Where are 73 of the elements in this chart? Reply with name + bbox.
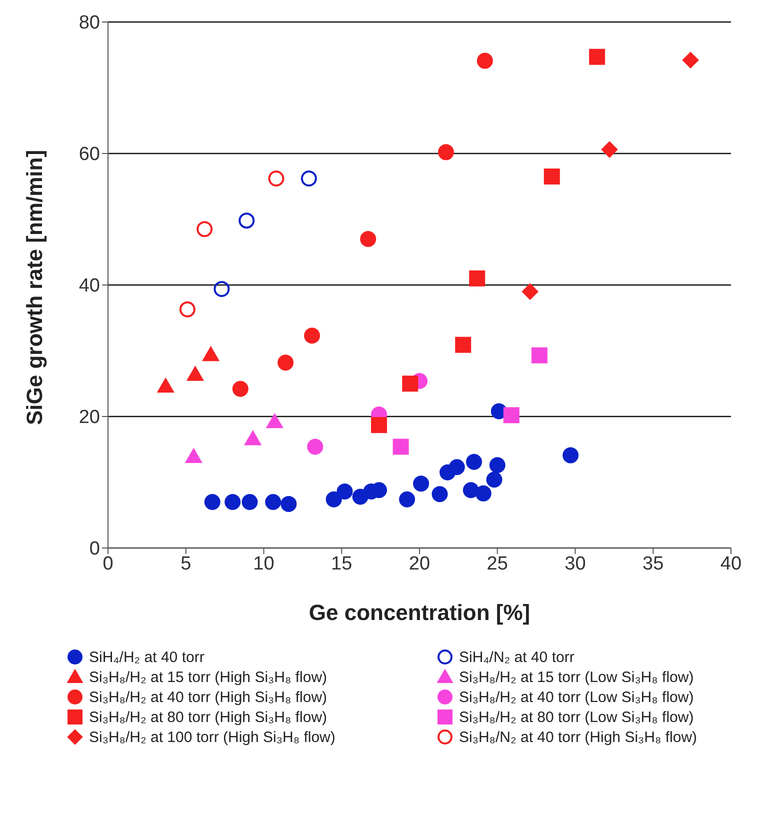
x-tick-label: 20 xyxy=(408,553,430,574)
point xyxy=(448,459,465,476)
legend-label: SiH₄/N₂ at 40 torr xyxy=(459,648,574,666)
x-tick-label: 40 xyxy=(720,553,742,574)
point xyxy=(402,376,418,392)
point xyxy=(242,494,258,510)
y-tick-label: 0 xyxy=(89,538,100,560)
point xyxy=(196,221,213,238)
legend-label: Si₃H₈/N₂ at 40 torr (High Si₃H₈ flow) xyxy=(459,728,698,746)
point xyxy=(238,212,255,229)
point xyxy=(156,377,174,393)
point xyxy=(360,230,376,247)
point xyxy=(503,407,520,424)
point xyxy=(214,280,230,297)
x-tick-label: 35 xyxy=(642,553,664,574)
point xyxy=(326,491,342,508)
point xyxy=(486,472,502,488)
point xyxy=(475,485,492,502)
y-tick-label: 80 xyxy=(78,12,100,34)
point xyxy=(268,170,284,186)
point xyxy=(413,476,430,492)
point xyxy=(522,283,538,300)
point xyxy=(265,494,282,510)
x-tick-label: 25 xyxy=(486,553,508,574)
legend-label: Si₃H₈/H₂ at 15 torr (High Si₃H₈ flow) xyxy=(89,668,328,686)
x-tick-label: 10 xyxy=(253,553,274,574)
point xyxy=(544,168,560,185)
y-axis-title: SiGe growth rate [nm/min] xyxy=(22,150,47,425)
point xyxy=(202,346,220,362)
legend-label: Si₃H₈/H₂ at 40 torr (High Si₃H₈ flow) xyxy=(89,688,328,706)
legend-label: Si₃H₈/H₂ at 40 torr (Low Si₃H₈ flow) xyxy=(459,688,694,706)
x-tick-label: 15 xyxy=(331,553,352,574)
y-tick-label: 60 xyxy=(78,144,100,166)
legend-label: Si₃H₈/H₂ at 80 torr (High Si₃H₈ flow) xyxy=(89,708,328,726)
point xyxy=(438,144,454,160)
point xyxy=(399,491,416,508)
point xyxy=(682,52,699,69)
point xyxy=(476,52,493,69)
point xyxy=(184,448,202,464)
point xyxy=(371,417,388,434)
point xyxy=(244,430,262,446)
y-tick-label: 20 xyxy=(78,407,100,428)
point xyxy=(455,336,472,353)
legend-label: SiH₄/H₂ at 40 torr xyxy=(89,648,204,666)
point xyxy=(304,328,320,344)
point xyxy=(278,354,294,371)
point xyxy=(589,48,606,65)
legend-label: Si₃H₈/H₂ at 100 torr (High Si₃H₈ flow) xyxy=(89,728,336,746)
point xyxy=(186,366,204,381)
x-tick-label: 0 xyxy=(102,553,114,574)
point xyxy=(601,141,618,158)
y-tick-label: 40 xyxy=(78,276,100,297)
point xyxy=(307,438,324,455)
point xyxy=(489,457,506,474)
x-tick-label: 5 xyxy=(180,553,192,574)
point xyxy=(224,494,241,510)
point xyxy=(466,454,482,470)
point xyxy=(392,438,409,455)
point xyxy=(336,483,353,500)
point xyxy=(300,170,317,186)
x-axis-title: Ge concentration [%] xyxy=(308,600,530,625)
point xyxy=(469,270,486,286)
legend-label: Si₃H₈/H₂ at 80 torr (Low Si₃H₈ flow) xyxy=(459,708,694,726)
point xyxy=(179,301,196,318)
x-tick-label: 30 xyxy=(564,553,586,574)
point xyxy=(280,496,297,512)
legend-label: Si₃H₈/H₂ at 15 torr (Low Si₃H₈ flow) xyxy=(459,668,694,686)
point xyxy=(562,447,579,464)
point xyxy=(266,412,284,428)
point xyxy=(204,494,220,510)
point xyxy=(531,347,548,364)
point xyxy=(232,380,248,397)
point xyxy=(432,486,448,502)
